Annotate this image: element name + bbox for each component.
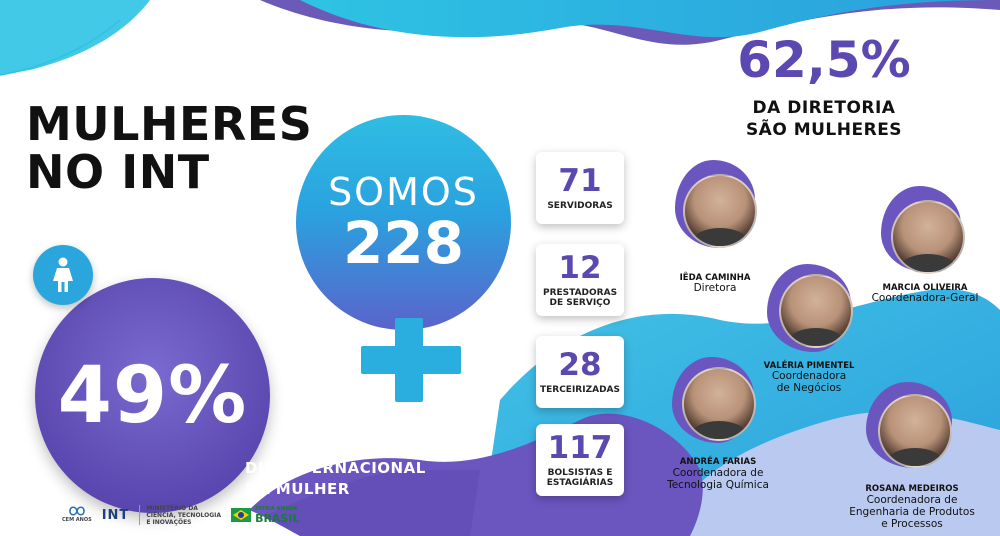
patria-text: PÁTRIA AMADA xyxy=(255,506,298,512)
person-photo xyxy=(683,174,757,248)
stat-value: 28 xyxy=(558,347,602,383)
female-icon xyxy=(53,257,73,292)
directorate-line-2: SÃO MULHERES xyxy=(745,120,903,140)
ministry-line-2: CIÊNCIA, TECNOLOGIA xyxy=(146,512,222,519)
day-line-1: DIA INTERNACIONAL xyxy=(245,459,426,477)
ministry-line-3: E INOVAÇÕES xyxy=(146,519,192,526)
stat-value: 71 xyxy=(558,163,602,199)
stat-card-terceirizadas: 28 TERCEIRIZADAS xyxy=(536,336,624,408)
person-name: MARCIA OLIVEIRA xyxy=(882,283,968,293)
person-photo xyxy=(682,367,756,441)
person-role-line-2: Tecnologia Química xyxy=(667,479,769,491)
day-line-2: DA MULHER xyxy=(245,480,350,498)
ministry-logo: MINISTÉRIO DA CIÊNCIA, TECNOLOGIA E INOV… xyxy=(139,505,222,526)
title-line-2: NO INT xyxy=(26,145,210,199)
cem-anos-logo: CEM ANOS xyxy=(62,505,92,525)
female-icon-badge xyxy=(33,245,93,305)
person-name: ROSANA MEDEIROS xyxy=(865,484,959,494)
women-percentage: 49% xyxy=(57,350,248,441)
person-role: Diretora xyxy=(693,282,737,294)
directorate-percentage: 62,5% xyxy=(737,31,911,89)
total-value: 228 xyxy=(342,208,465,277)
footer-logos: CEM ANOS INT MINISTÉRIO DA CIÊNCIA, TECN… xyxy=(62,505,299,526)
brasil-text: BRASIL xyxy=(255,512,300,525)
brasil-logo: PÁTRIA AMADA BRASIL xyxy=(231,505,299,525)
person-photo xyxy=(779,274,853,348)
ministry-line-1: MINISTÉRIO DA xyxy=(146,505,198,512)
main-title: MULHERES NO INT xyxy=(26,100,312,196)
stat-label: TERCEIRIZADAS xyxy=(539,385,620,395)
int-text: INT xyxy=(101,507,130,523)
venus-cross-horizontal xyxy=(361,346,461,374)
brazil-flag-icon xyxy=(231,508,252,522)
women-percentage-circle: 49% xyxy=(35,278,270,513)
cem-anos-text: CEM ANOS xyxy=(62,517,92,523)
person-role-line-3: e Processos xyxy=(881,518,943,530)
venus-symbol-circle: SOMOS 228 xyxy=(296,115,511,330)
person-photo xyxy=(891,200,965,274)
person-role-line-1: Coordenadora xyxy=(771,370,847,382)
directorate-subtitle: DA DIRETORIA SÃO MULHERES xyxy=(724,97,924,141)
person-photo xyxy=(878,394,952,468)
person-name: IÊDA CAMINHA xyxy=(679,273,751,283)
stat-value: 117 xyxy=(547,430,613,466)
stat-label: SERVIDORAS xyxy=(547,201,613,211)
person-name: ANDRÉA FARIAS xyxy=(679,457,757,467)
stat-label: PRESTADORAS DE SERVIÇO xyxy=(543,288,618,308)
infinity-icon xyxy=(69,506,85,516)
person-role: Coordenadora-Geral xyxy=(871,292,979,304)
stat-card-bolsistas: 117 BOLSISTAS E ESTAGIÁRIAS xyxy=(536,424,624,496)
person-name: VALÉRIA PIMENTEL xyxy=(763,361,855,371)
person-role-line-2: Engenharia de Produtos xyxy=(849,506,975,518)
int-logo: INT xyxy=(102,505,130,525)
stat-card-servidoras: 71 SERVIDORAS xyxy=(536,152,624,224)
stat-label: BOLSISTAS E ESTAGIÁRIAS xyxy=(546,468,614,488)
person-role-line-1: Coordenadora de xyxy=(672,467,764,479)
directorate-line-1: DA DIRETORIA xyxy=(752,98,896,118)
total-label: SOMOS xyxy=(328,169,479,214)
title-line-1: MULHERES xyxy=(26,97,313,151)
stat-value: 12 xyxy=(558,250,602,286)
international-day-text: DIA INTERNACIONAL DA MULHER xyxy=(245,458,426,500)
person-role-line-1: Coordenadora de xyxy=(866,494,958,506)
stat-card-prestadoras: 12 PRESTADORAS DE SERVIÇO xyxy=(536,244,624,316)
person-role-line-2: de Negócios xyxy=(776,382,842,394)
